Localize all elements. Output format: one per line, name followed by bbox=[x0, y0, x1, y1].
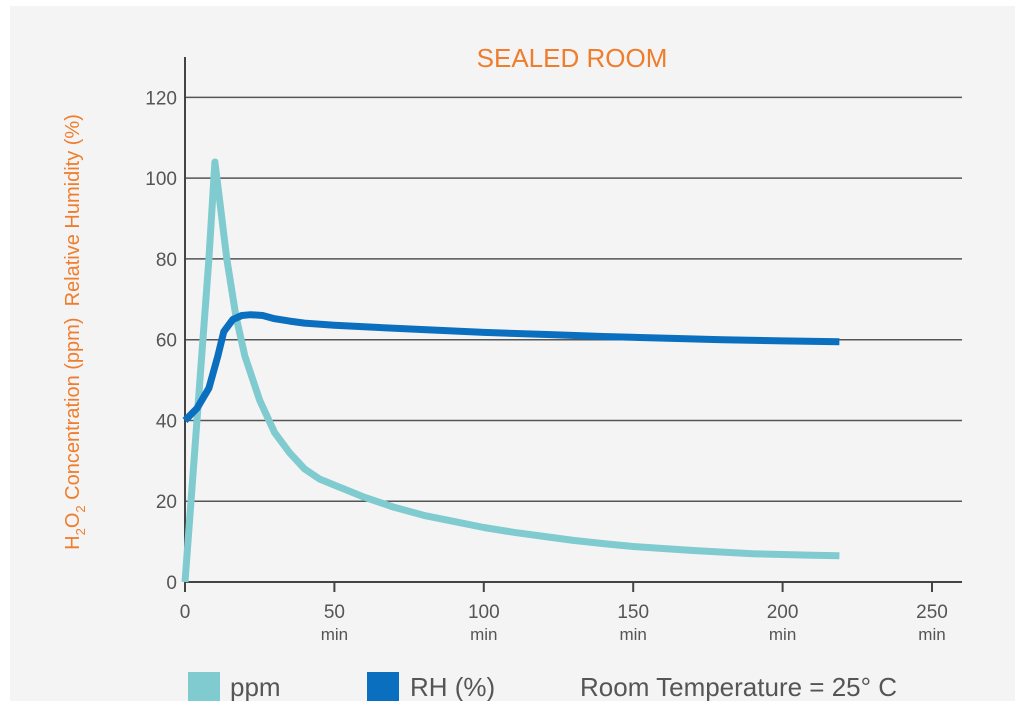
legend-label-ppm: ppm bbox=[230, 672, 281, 701]
x-tick-label-50: 50 bbox=[324, 602, 345, 623]
y-label-sub1: 2 bbox=[73, 528, 88, 535]
y-tick-label-0: 0 bbox=[166, 573, 177, 594]
y-tick-label-120: 120 bbox=[145, 88, 177, 109]
x-tick-unit-250: min bbox=[918, 625, 945, 644]
y-label-rest: Concentration (ppm) Relative Humidity (%… bbox=[62, 114, 84, 505]
series-line-ppm bbox=[181, 158, 840, 583]
label-layer: 0 20 40 60 80 100 120 0 50 min 100 min 150 min 200 min 2… bbox=[145, 88, 948, 644]
grid-layer bbox=[185, 96, 962, 502]
x-tick-unit-50: min bbox=[321, 625, 348, 644]
chart-title: SEALED ROOM bbox=[477, 43, 668, 73]
x-tick-unit-150: min bbox=[619, 625, 646, 644]
y-tick-label-60: 60 bbox=[156, 331, 177, 352]
x-tick-label-200: 200 bbox=[767, 602, 799, 623]
legend-swatch-ppm bbox=[188, 672, 220, 701]
series-layer bbox=[181, 158, 840, 583]
x-tick-unit-100: min bbox=[470, 625, 497, 644]
chart-panel: 0 20 40 60 80 100 120 0 50 min 100 min 150 min 200 min 2… bbox=[10, 6, 1015, 701]
legend-label-rh: RH (%) bbox=[410, 672, 495, 701]
chart-svg: 0 20 40 60 80 100 120 0 50 min 100 min 150 min 200 min 2… bbox=[62, 43, 962, 701]
y-label-h: H bbox=[62, 535, 84, 549]
y-tick-label-100: 100 bbox=[145, 169, 177, 190]
x-tick-label-0: 0 bbox=[180, 602, 191, 623]
y-label-o: O bbox=[62, 513, 84, 529]
axis-layer bbox=[184, 57, 962, 592]
y-label-sub2: 2 bbox=[73, 505, 88, 512]
y-tick-label-80: 80 bbox=[156, 250, 177, 271]
y-tick-label-20: 20 bbox=[156, 492, 177, 513]
x-tick-label-150: 150 bbox=[617, 602, 649, 623]
y-tick-label-40: 40 bbox=[156, 411, 177, 432]
room-temperature-note: Room Temperature = 25° C bbox=[580, 672, 897, 701]
x-tick-label-250: 250 bbox=[916, 602, 948, 623]
legend: ppm RH (%) Room Temperature = 25° C bbox=[188, 672, 897, 701]
x-tick-label-100: 100 bbox=[468, 602, 500, 623]
x-tick-unit-200: min bbox=[769, 625, 796, 644]
series-line-rh bbox=[182, 311, 840, 423]
y-axis-label: H2O2 Concentration (ppm) Relative Humidi… bbox=[62, 114, 88, 550]
legend-swatch-rh bbox=[367, 672, 399, 701]
